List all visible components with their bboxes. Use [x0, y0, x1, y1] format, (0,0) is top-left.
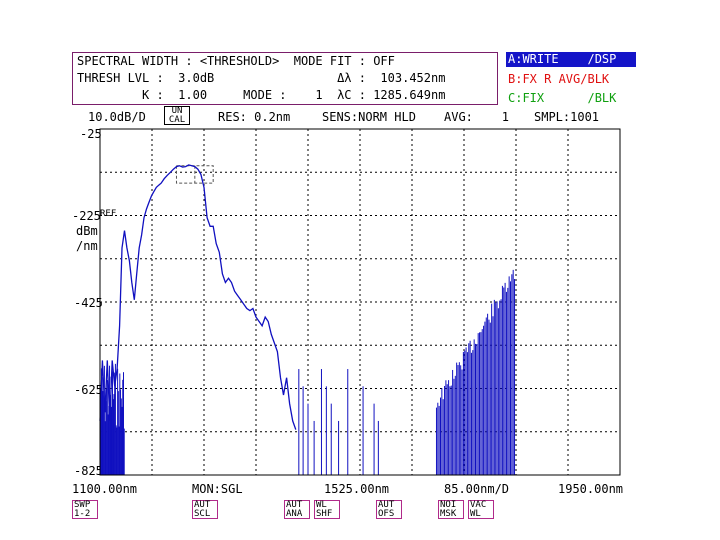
auto-scale-softkey[interactable]: AUT SCL [192, 500, 218, 519]
span-per-div: 85.00nm/D [444, 482, 510, 496]
sweep-1-2-softkey[interactable]: SWP 1-2 [72, 500, 98, 519]
y-tick-label: -825 [74, 464, 103, 478]
ref-level-marker: REF [100, 209, 117, 219]
softkey-label: AUT OFS [378, 500, 395, 519]
vacuum-wl-softkey[interactable]: VAC WL [468, 500, 494, 519]
y-tick-label: -225 [72, 209, 101, 223]
trace-status-panel: A:WRITE /DSP B:FX R AVG/BLK C:FIX /BLK [506, 52, 636, 108]
y-unit-line-2: /nm [76, 239, 98, 253]
softkey-label: AUT SCL [194, 500, 211, 519]
scale-per-div: 10.0dB/D [88, 110, 146, 124]
resolution-readout: RES: 0.2nm [218, 110, 291, 124]
softkey-label: WL SHF [316, 500, 333, 519]
y-tick-label: -425 [74, 296, 103, 310]
info-line-2: THRESH LVL : 3.0dB Δλ : 103.452nm [77, 71, 446, 85]
uncal-indicator: UN CAL [164, 106, 190, 125]
info-line-3: K : 1.00 MODE : 1 λC : 1285.649nm [77, 88, 446, 102]
y-unit-line-1: dBm [76, 224, 98, 238]
center-wavelength: 1525.00nm [324, 482, 390, 496]
sampling-readout: SMPL:1001 [534, 110, 600, 124]
noise-floor-spikes [99, 269, 516, 475]
chart-grid [100, 129, 620, 475]
trace-a-status[interactable]: A:WRITE /DSP [506, 52, 636, 67]
noise-mask-softkey[interactable]: NOI MSK [438, 500, 464, 519]
uncal-label: UN CAL [168, 106, 186, 125]
softkey-label: VAC WL [470, 500, 487, 519]
sensitivity-readout: SENS:NORM HLD [322, 110, 416, 124]
spectral-width-info-box: SPECTRAL WIDTH : <THRESHOLD> MODE FIT : … [72, 52, 498, 105]
spectrum-trace [99, 164, 297, 430]
average-readout: AVG: 1 [444, 110, 510, 124]
chart-marks [99, 164, 516, 475]
y-tick-label: -25 [80, 127, 102, 141]
softkey-label: NOI MSK [440, 500, 457, 519]
start-wavelength: 1100.00nm [72, 482, 138, 496]
monitor-mode: MON:SGL [192, 482, 243, 496]
info-line-1: SPECTRAL WIDTH : <THRESHOLD> MODE FIT : … [77, 54, 395, 68]
auto-offset-softkey[interactable]: AUT OFS [376, 500, 402, 519]
softkey-label: SWP 1-2 [74, 500, 91, 519]
stop-wavelength: 1950.00nm [558, 482, 624, 496]
wl-shift-softkey[interactable]: WL SHF [314, 500, 340, 519]
trace-c-status[interactable]: C:FIX /BLK [508, 91, 617, 105]
softkey-label: AUT ANA [286, 500, 303, 519]
y-tick-label: -625 [74, 383, 103, 397]
trace-b-status[interactable]: B:FX R AVG/BLK [508, 72, 610, 86]
plot-frame [99, 128, 621, 476]
auto-analysis-softkey[interactable]: AUT ANA [284, 500, 310, 519]
